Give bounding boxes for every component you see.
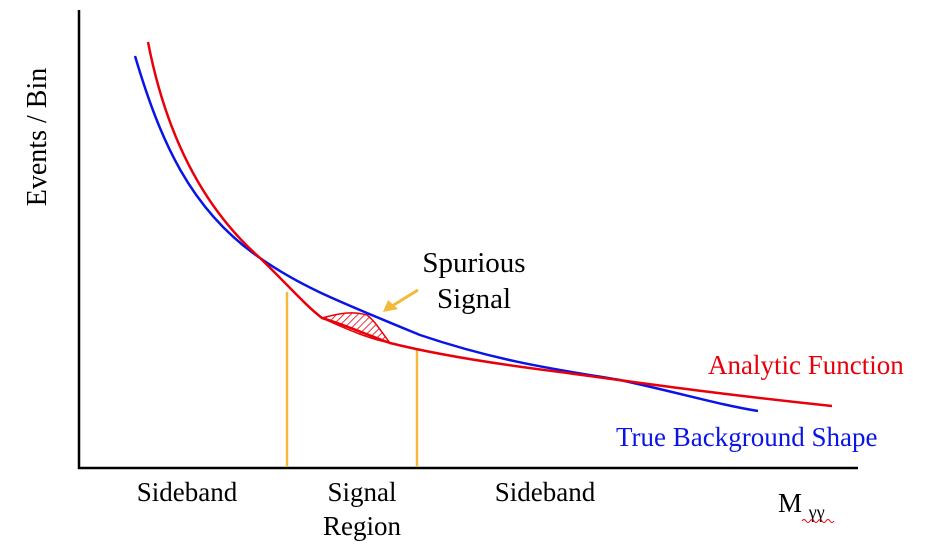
true-background-label: True Background Shape — [616, 422, 877, 452]
annotation-label-line1: Spurious — [422, 247, 525, 279]
annotation-arrow-head — [383, 300, 398, 312]
x-axis-label-subscript: γγ — [808, 502, 825, 522]
x-axis-label: M γγ — [778, 488, 825, 522]
y-axis-label: Events / Bin — [22, 68, 53, 206]
annotation-label-line2: Signal — [437, 283, 511, 315]
right-sideband-label: Sideband — [495, 477, 596, 507]
analytic-function-label: Analytic Function — [708, 350, 904, 380]
analytic-function-curve — [146, 41, 833, 408]
signal-region-label-line1: Signal — [327, 477, 396, 507]
spellcheck-underline — [801, 519, 835, 523]
left-sideband-label: Sideband — [137, 477, 238, 507]
x-axis-label-main: M — [778, 488, 802, 518]
annotation-arrow-shaft — [391, 288, 419, 308]
signal-region-label-line2: Region — [323, 511, 401, 541]
true-background-curve — [133, 55, 759, 413]
